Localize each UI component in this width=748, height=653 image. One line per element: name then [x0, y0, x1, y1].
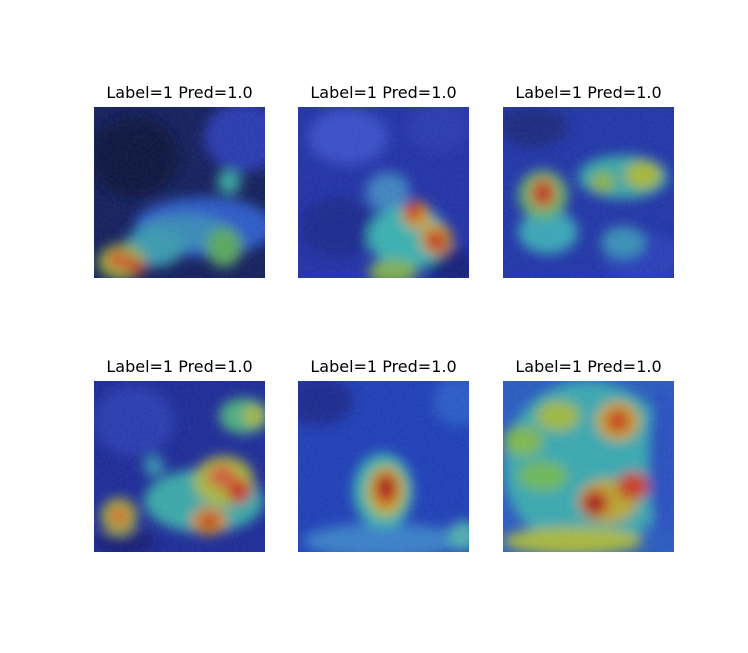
- heatmap-panel-1: Label=1 Pred=1.0: [94, 83, 265, 278]
- heatmap-panel-2: Label=1 Pred=1.0: [298, 83, 469, 278]
- heatmap-image: [94, 381, 265, 552]
- panel-title: Label=1 Pred=1.0: [106, 83, 253, 102]
- heatmap-image: [298, 107, 469, 278]
- panel-title: Label=1 Pred=1.0: [515, 83, 662, 102]
- heatmap-panel-4: Label=1 Pred=1.0: [94, 357, 265, 552]
- panel-title: Label=1 Pred=1.0: [310, 83, 457, 102]
- heatmap-image: [94, 107, 265, 278]
- heatmap-panel-5: Label=1 Pred=1.0: [298, 357, 469, 552]
- panel-title: Label=1 Pred=1.0: [106, 357, 253, 376]
- heatmap-image: [298, 381, 469, 552]
- panel-title: Label=1 Pred=1.0: [310, 357, 457, 376]
- heatmap-image: [503, 107, 674, 278]
- heatmap-image: [503, 381, 674, 552]
- panel-title: Label=1 Pred=1.0: [515, 357, 662, 376]
- heatmap-panel-3: Label=1 Pred=1.0: [503, 83, 674, 278]
- heatmap-panel-6: Label=1 Pred=1.0: [503, 357, 674, 552]
